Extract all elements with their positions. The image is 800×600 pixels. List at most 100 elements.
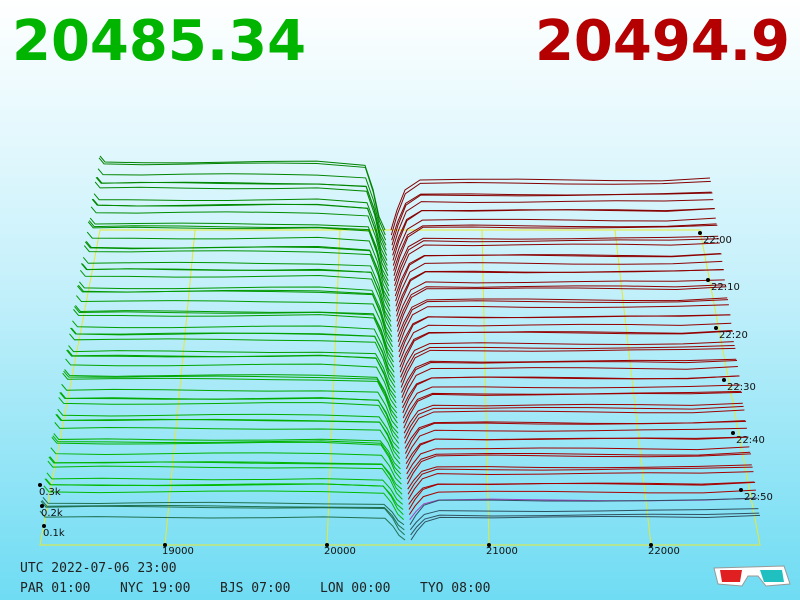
bid-depth-row [82,256,392,317]
tick-dot [38,483,42,487]
ask-depth-row [400,345,735,383]
time-zones: PAR 01:00 NYC 19:00 BJS 07:00 LON 00:00 TYO … [20,581,490,596]
ask-depth-row [407,464,752,490]
bid-depth-row [42,496,405,526]
bid-depth-row [53,433,401,470]
bid-depth-row [40,500,406,536]
tick-dot [698,231,702,235]
bid-depth-row [91,198,389,271]
ask-depth-row [396,279,725,322]
bid-depth-row [43,485,405,521]
bid-depth-row [51,436,402,480]
bid-depth-row [63,370,398,419]
ask-depth-row [403,391,742,429]
bid-depth-row [73,309,395,368]
bid-depth-row [76,295,394,353]
zone-time: PAR 01:00 [20,581,90,596]
ask-depth-row [390,180,711,236]
price-grid-line [326,229,341,546]
tick-dot [731,431,735,435]
bid-depth-row [56,413,400,454]
ask-depth-row [408,481,756,510]
bid-depth-row [72,320,395,373]
ask-depth-row [404,420,747,454]
bid-depth-row [55,413,401,459]
price-tick-label: 20000 [324,546,356,557]
ask-depth-row [402,384,741,419]
bid-depth-row [41,499,405,531]
ask-depth-row [396,284,726,327]
bid-depth-row [94,181,388,256]
ask-depth-row [407,471,754,500]
ask-depth-row [399,330,733,373]
ask-depth-row [398,314,731,358]
ask-depth-row [399,322,732,363]
ask-depth-row [398,304,729,348]
ask-depth-row [395,253,722,302]
ask-depth-row [400,347,736,388]
ask-depth-row [403,405,744,439]
ask-depth-row [393,235,719,281]
bid-depth-row [89,217,389,282]
time-tick-label: 22:00 [703,235,732,246]
bid-depth-row [65,358,397,409]
bid-depth-row [83,245,391,312]
zone-time: TYO 08:00 [420,581,490,596]
bid-depth-row [86,231,390,297]
ask-depth-row [393,224,718,276]
bid-depth-row [69,333,396,388]
ask-depth-row [410,514,761,541]
time-tick-label: 22:10 [711,282,740,293]
bid-depth-row [87,221,390,292]
bid-depth-row [90,206,389,276]
ask-depth-row [390,177,711,231]
bid-depth-row [59,392,399,439]
ask-depth-row [392,208,715,261]
depth-curves [39,155,761,541]
bid-depth-row [93,193,388,261]
ask-depth-row [408,489,756,515]
price-tick-label: 22000 [648,546,680,557]
tick-dot [487,543,491,547]
time-tick-label: 22:20 [719,330,748,341]
ask-depth-row [405,427,747,459]
tick-dot [163,543,167,547]
bid-depth-row [80,263,392,327]
bid-depth-row [58,397,400,444]
ask-depth-row [397,299,729,342]
ask-depth-row [394,238,720,287]
bid-depth-row [97,168,387,241]
zone-time: NYC 19:00 [120,581,190,596]
ask-depth-row [409,497,758,526]
bid-depth-row [54,422,401,465]
ask-depth-row [403,402,743,434]
ask-depth-row [401,366,738,403]
bid-depth-row [52,435,402,475]
ask-depth-row [404,409,745,444]
bid-depth-row [74,306,394,363]
zone-time: LON 00:00 [320,581,390,596]
bid-depth-row [39,510,406,541]
3d-glasses-icon [713,565,791,587]
depth-tick-label: 0.1k [43,528,65,539]
time-tick-label: 22:40 [736,435,765,446]
ask-depth-row [402,375,740,414]
ask-depth-row [392,207,715,256]
bid-depth-row [46,472,404,505]
tick-dot [706,278,710,282]
price-tick-label: 21000 [486,546,518,557]
bid-depth-row [48,456,403,495]
bid-depth-row [98,157,386,236]
floor-outline [39,229,761,546]
tick-dot [325,543,329,547]
tick-dot [40,504,44,508]
ask-depth-row [409,508,759,531]
bid-depth-row [44,478,404,515]
tick-dot [42,524,46,528]
price-tick-label: 19000 [162,546,194,557]
ask-depth-row [393,223,717,271]
ask-depth-row [394,242,720,292]
bid-depth-row [57,408,400,449]
bid-depth-row [68,345,396,393]
